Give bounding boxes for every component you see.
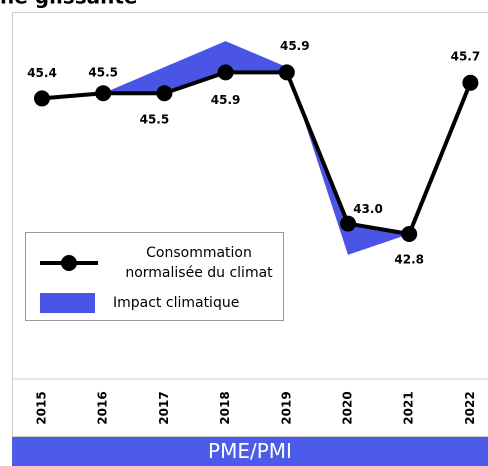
point: [156, 85, 173, 102]
legend-swatch: [40, 293, 95, 313]
legend-item: Consommation normalisée du climat: [36, 243, 284, 283]
point: [340, 215, 356, 232]
x-tick-label: 2019: [279, 391, 293, 424]
x-tick-label: 2018: [218, 391, 232, 424]
point: [34, 90, 50, 107]
data-label: 45.7: [451, 49, 481, 63]
x-tick-label: 2021: [402, 391, 416, 424]
data-label: 42.8: [394, 253, 424, 267]
x-tick-label: 2020: [341, 391, 355, 424]
legend-swatch: [40, 255, 98, 271]
x-tick-label: 2017: [157, 391, 171, 424]
legend: Consommation normalisée du climat Impact…: [25, 232, 284, 321]
point: [95, 85, 112, 102]
x-tick-label: 2015: [35, 391, 49, 424]
plot-frame: [12, 12, 488, 437]
data-label: 43.0: [353, 202, 383, 216]
data-label: 45.9: [280, 39, 310, 53]
point: [462, 74, 479, 91]
point: [278, 64, 295, 81]
line: [41, 70, 473, 236]
legend-item: Impact climatique: [40, 293, 239, 313]
point: [401, 226, 418, 242]
x-tick-label: 2016: [96, 391, 110, 424]
footer-bar: PME/PMI: [12, 437, 488, 466]
data-label: 45.5: [140, 113, 170, 127]
chart-title: ne glissante: [0, 0, 137, 9]
point: [217, 64, 234, 81]
legend-label: Impact climatique: [113, 295, 240, 311]
data-label: 45.4: [27, 66, 57, 80]
data-label: 45.9: [211, 93, 241, 107]
x-tick-label: 2022: [463, 391, 477, 424]
legend-label: Consommation normalisée du climat: [125, 245, 273, 281]
data-label: 45.5: [88, 66, 118, 80]
